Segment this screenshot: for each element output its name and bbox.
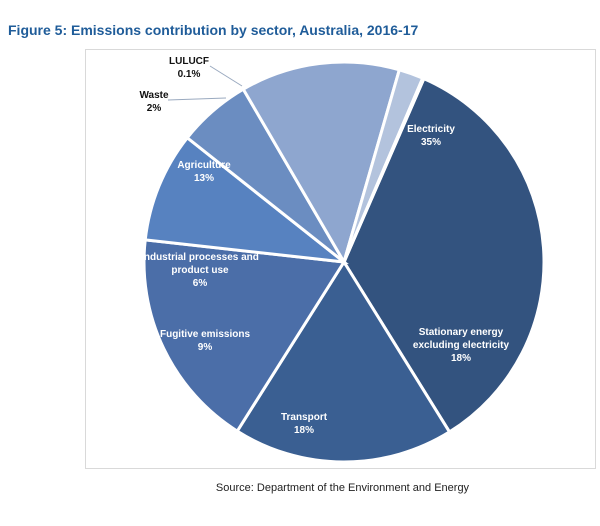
slice-label-waste: Waste 2% <box>139 90 169 114</box>
pie-slice-electricity <box>342 76 546 434</box>
slice-value-transport: 18% <box>294 425 314 436</box>
pie-slice-fugitive-emissions <box>143 135 350 265</box>
slice-label-lulucf: LULUCF 0.1% <box>169 56 209 80</box>
slice-value-fugitive-emissions: 9% <box>198 342 213 353</box>
slice-label-transport: Transport 18% <box>281 412 328 436</box>
leader-line-lulucf <box>209 65 243 87</box>
slice-label-fugitive-emissions: Fugitive emissions 9% <box>160 329 250 353</box>
pie-slice-transport <box>142 238 347 434</box>
slice-value-waste: 2% <box>147 103 162 114</box>
slice-value-electricity: 35% <box>421 137 441 148</box>
source-note: Source: Department of the Environment an… <box>215 482 470 494</box>
chart-frame: Electricity 35% Stationary energy excluding… <box>85 49 596 469</box>
pie-slice-lulucf <box>342 76 426 263</box>
slice-value-stationary-energy-excluding-electricity: 18% <box>451 353 471 364</box>
slice-label-agriculture: Agriculture 13% <box>177 160 231 184</box>
slice-label-stationary-energy-excluding-electricity: Stationary energy excluding electricity 18… <box>413 327 510 364</box>
slice-value-lulucf: 0.1% <box>178 69 201 80</box>
slice-label-industrial-processes-and-product-use: Industrial processes and product use 6% <box>141 252 259 289</box>
slice-value-industrial-processes-and-product-use: 6% <box>193 278 208 289</box>
pie-slice-agriculture <box>241 60 402 266</box>
slice-label-electricity: Electricity 35% <box>407 124 455 148</box>
pie-chart: Electricity 35% Stationary energy excluding… <box>139 56 546 464</box>
slice-value-agriculture: 13% <box>194 173 214 184</box>
figure-title: Figure 5: Emissions contribution by sect… <box>8 22 419 38</box>
leader-line-waste <box>167 97 227 101</box>
pie-slice-stationary-energy-excluding-electricity <box>235 259 452 464</box>
